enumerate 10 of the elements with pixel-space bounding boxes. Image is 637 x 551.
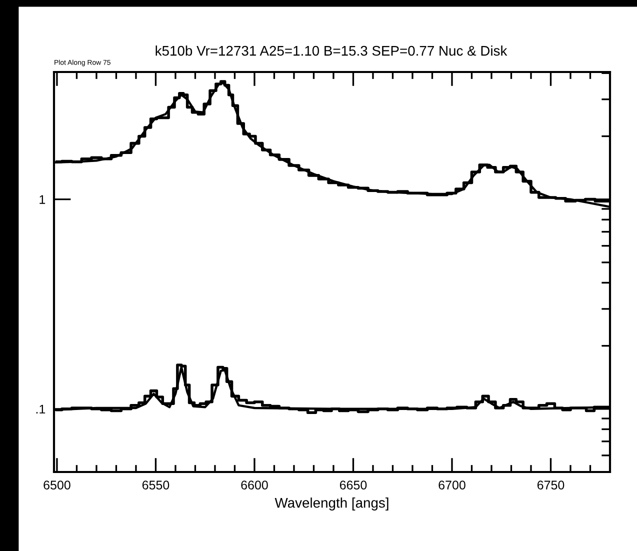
x-tick-label: 6600 <box>241 480 268 490</box>
x-tick-label: 6700 <box>438 480 466 490</box>
x-tick-label: 6750 <box>537 480 564 490</box>
chart-title: k510b Vr=12731 A25=1.10 B=15.3 SEP=0.77 Nuc & Disk <box>156 46 508 56</box>
x-tick-label: 6500 <box>44 480 70 490</box>
x-tick-label: 6550 <box>142 480 170 490</box>
y-tick-label: 1 <box>40 195 46 204</box>
x-tick-label: 6650 <box>340 480 367 490</box>
y-tick-label: .1 <box>36 404 46 414</box>
x-axis-title: Wavelength [angs] <box>274 498 388 510</box>
